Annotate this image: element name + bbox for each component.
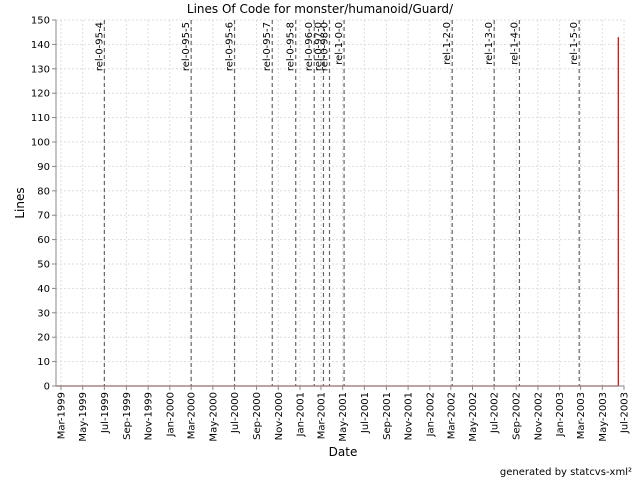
x-tick-label: Jan-2003 xyxy=(555,392,566,437)
release-marker-label: rel-0-95-7 xyxy=(262,22,273,71)
x-tick-label: Nov-2001 xyxy=(404,392,415,440)
release-marker-label: rel-0-96-0 xyxy=(304,22,315,71)
chart-title: Lines Of Code for monster/humanoid/Guard… xyxy=(187,2,454,16)
y-tick-label: 60 xyxy=(37,235,50,246)
y-tick-label: 30 xyxy=(37,308,50,319)
y-tick-label: 50 xyxy=(37,260,50,271)
x-tick-label: May-2001 xyxy=(338,392,349,442)
x-tick-label: Jan-2001 xyxy=(295,392,306,437)
y-tick-label: 20 xyxy=(37,333,50,344)
x-tick-label: Jan-2002 xyxy=(425,392,436,437)
release-marker-label: rel-0-97-0 xyxy=(313,22,324,71)
release-marker-label: rel-1-3-0 xyxy=(484,22,495,65)
axes xyxy=(55,20,624,387)
y-tick-label: 130 xyxy=(31,64,50,75)
release-marker-label: rel-1-2-0 xyxy=(442,22,453,65)
x-tick-label: Sep-2000 xyxy=(252,392,263,440)
y-axis-label: Lines xyxy=(13,187,27,218)
release-marker-label: rel-1-4-0 xyxy=(509,22,520,65)
y-tick-label: 70 xyxy=(37,211,50,222)
plot-area xyxy=(56,20,624,386)
credit-text: generated by statcvs-xml² xyxy=(500,467,632,478)
x-tick-label: May-2000 xyxy=(208,392,219,442)
x-tick-label: Jul-2000 xyxy=(230,392,241,434)
release-marker-label: rel-1-5-0 xyxy=(569,22,580,65)
y-tick-label: 140 xyxy=(31,40,50,51)
x-tick-label: Nov-1999 xyxy=(144,392,155,440)
x-tick-label: Mar-2001 xyxy=(316,392,327,439)
y-tick-label: 10 xyxy=(37,357,50,368)
y-axis-ticks: 0 10 20 30 40 50 60 70 80 90 100 110 120 130 140 150 xyxy=(31,16,56,393)
x-tick-label: Jul-1999 xyxy=(100,392,111,434)
release-marker-label: rel-1-0-0 xyxy=(334,22,345,65)
x-tick-label: May-1999 xyxy=(78,392,89,442)
x-axis-ticks: Mar-1999 May-1999 Jul-1999 Sep-1999 Nov-1999… xyxy=(56,386,631,442)
x-tick-label: Jul-2001 xyxy=(360,392,371,434)
x-axis-label: Date xyxy=(329,445,358,459)
x-tick-label: May-2002 xyxy=(468,392,479,442)
x-tick-label: Sep-2001 xyxy=(382,392,393,440)
y-tick-label: 90 xyxy=(37,162,50,173)
y-tick-label: 120 xyxy=(31,89,50,100)
x-tick-label: Mar-2000 xyxy=(187,392,198,439)
x-tick-label: Jul-2003 xyxy=(620,392,631,434)
x-tick-label: Sep-1999 xyxy=(122,392,133,440)
release-markers: rel-0-95-4 rel-0-95-5 rel-0-95-6 rel-0-95-7… xyxy=(94,20,580,386)
y-tick-label: 110 xyxy=(31,113,50,124)
x-tick-label: Nov-2000 xyxy=(274,392,285,440)
x-tick-label: Jul-2002 xyxy=(490,392,501,434)
y-tick-label: 40 xyxy=(37,284,50,295)
x-tick-label: Mar-2002 xyxy=(446,392,457,439)
y-tick-label: 80 xyxy=(37,186,50,197)
x-tick-label: Mar-2003 xyxy=(576,392,587,439)
x-tick-label: Jan-2000 xyxy=(165,392,176,437)
y-tick-label: 100 xyxy=(31,138,50,149)
release-marker-label: rel-0-95-6 xyxy=(225,22,236,71)
release-marker-label: rel-0-95-4 xyxy=(94,22,105,71)
y-tick-label: 150 xyxy=(31,16,50,27)
x-tick-label: Nov-2002 xyxy=(533,392,544,440)
release-marker-label: rel-0-95-5 xyxy=(181,22,192,71)
release-marker-label: rel-0-95-8 xyxy=(286,22,297,71)
x-tick-label: May-2003 xyxy=(598,392,609,442)
x-tick-label: Sep-2002 xyxy=(512,392,523,440)
y-tick-label: 0 xyxy=(44,382,50,393)
grid xyxy=(56,19,625,387)
release-marker-label: rel-0-98-0 xyxy=(320,22,331,71)
x-tick-label: Mar-1999 xyxy=(56,392,67,439)
